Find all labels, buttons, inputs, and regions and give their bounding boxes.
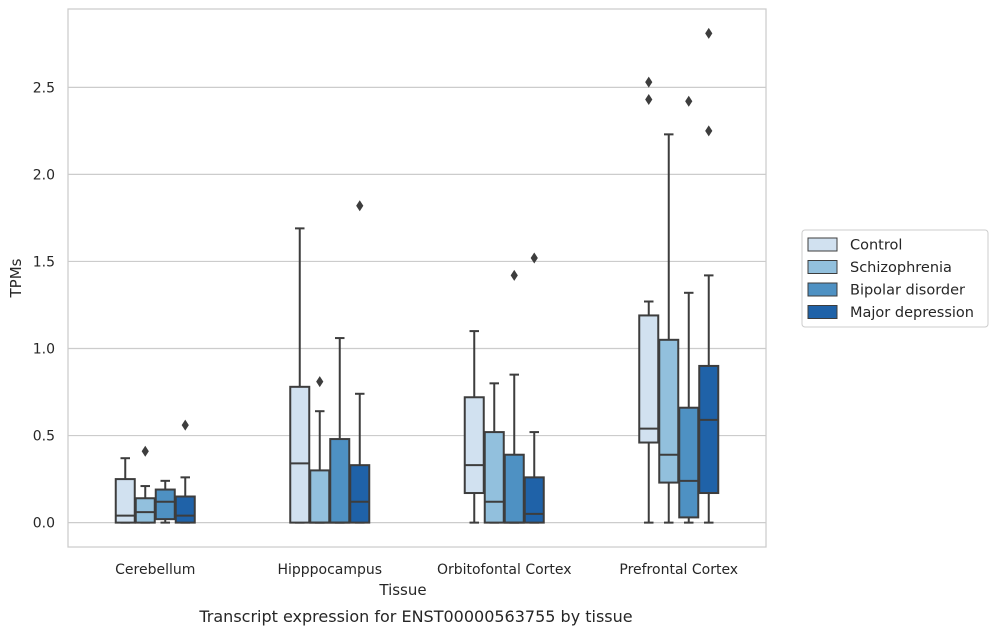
legend-swatch [807,237,838,252]
box-body [349,464,371,524]
box-body [309,469,331,524]
box-body [463,396,485,495]
outlier-point [685,95,693,107]
box-bipolar-disorder-hipppocampus [329,337,351,524]
box-body [523,476,545,524]
box-major-depression-prefrontal-cortex [698,27,720,524]
box-body [638,314,660,444]
legend-frame [801,229,989,328]
legend-label: Bipolar disorder [850,283,965,299]
box-control-cerebellum [114,457,136,524]
box-body [483,431,505,524]
box-bipolar-disorder-orbitofontal-cortex [503,269,525,524]
box-body [329,438,351,524]
outlier-point [645,76,653,88]
x-axis-label: Tissue [378,581,426,599]
boxes [114,27,720,524]
box-schizophrenia-cerebellum [134,445,156,524]
box-schizophrenia-prefrontal-cortex [658,133,680,524]
box-body [698,364,720,495]
legend-label: Control [850,238,902,254]
box-body [174,495,196,524]
box-body [134,497,156,524]
y-tick-label: 1.0 [33,342,55,358]
y-tick-label: 2.5 [33,80,55,96]
outlier-point [530,252,538,264]
legend-label: Major depression [850,305,974,321]
x-tick-labels: Cerebellum Hipppocampus Orbitofontal Corte… [115,562,738,578]
box-body [678,406,700,519]
legend-swatch [807,260,838,274]
legend-label: Schizophrenia [850,260,952,276]
box-major-depression-hipppocampus [349,200,371,524]
y-tick-label: 0.5 [33,429,55,445]
box-control-hipppocampus [289,227,311,524]
y-axis-label: TPMs [7,258,25,298]
outlier-point [316,376,324,388]
figure-caption: Transcript expression for ENST0000056375… [198,607,632,626]
outlier-point [705,125,713,137]
box-bipolar-disorder-prefrontal-cortex [678,95,700,524]
outlier-point [181,419,189,431]
x-tick-label: Orbitofontal Cortex [437,562,572,578]
outlier-point [356,200,364,212]
box-major-depression-orbitofontal-cortex [523,252,545,524]
box-schizophrenia-hipppocampus [309,376,331,524]
legend-swatch [807,305,838,319]
y-tick-label: 2.0 [33,167,55,183]
y-tick-labels: 0.0 0.5 1.0 1.5 2.0 2.5 [33,80,55,531]
x-tick-label: Hipppocampus [277,562,382,578]
legend: Control Schizophrenia Bipolar disorder Majo… [801,229,989,328]
box-body [503,453,525,524]
box-bipolar-disorder-cerebellum [154,479,176,524]
outlier-point [510,269,518,281]
x-tick-label: Cerebellum [115,562,195,578]
box-major-depression-cerebellum [174,419,196,524]
box-control-orbitofontal-cortex [463,330,485,524]
y-tick-label: 1.5 [33,254,55,270]
y-tick-label: 0.0 [33,516,55,532]
box-control-prefrontal-cortex [638,76,660,524]
outlier-point [705,27,713,39]
box-body [154,488,176,521]
outlier-point [645,94,653,106]
legend-swatch [807,282,838,297]
box-body [658,338,680,484]
box-body [289,385,311,524]
plot-area-frame [67,8,767,548]
box-schizophrenia-orbitofontal-cortex [483,382,505,524]
outlier-point [141,445,149,457]
x-tick-label: Prefrontal Cortex [619,562,738,578]
